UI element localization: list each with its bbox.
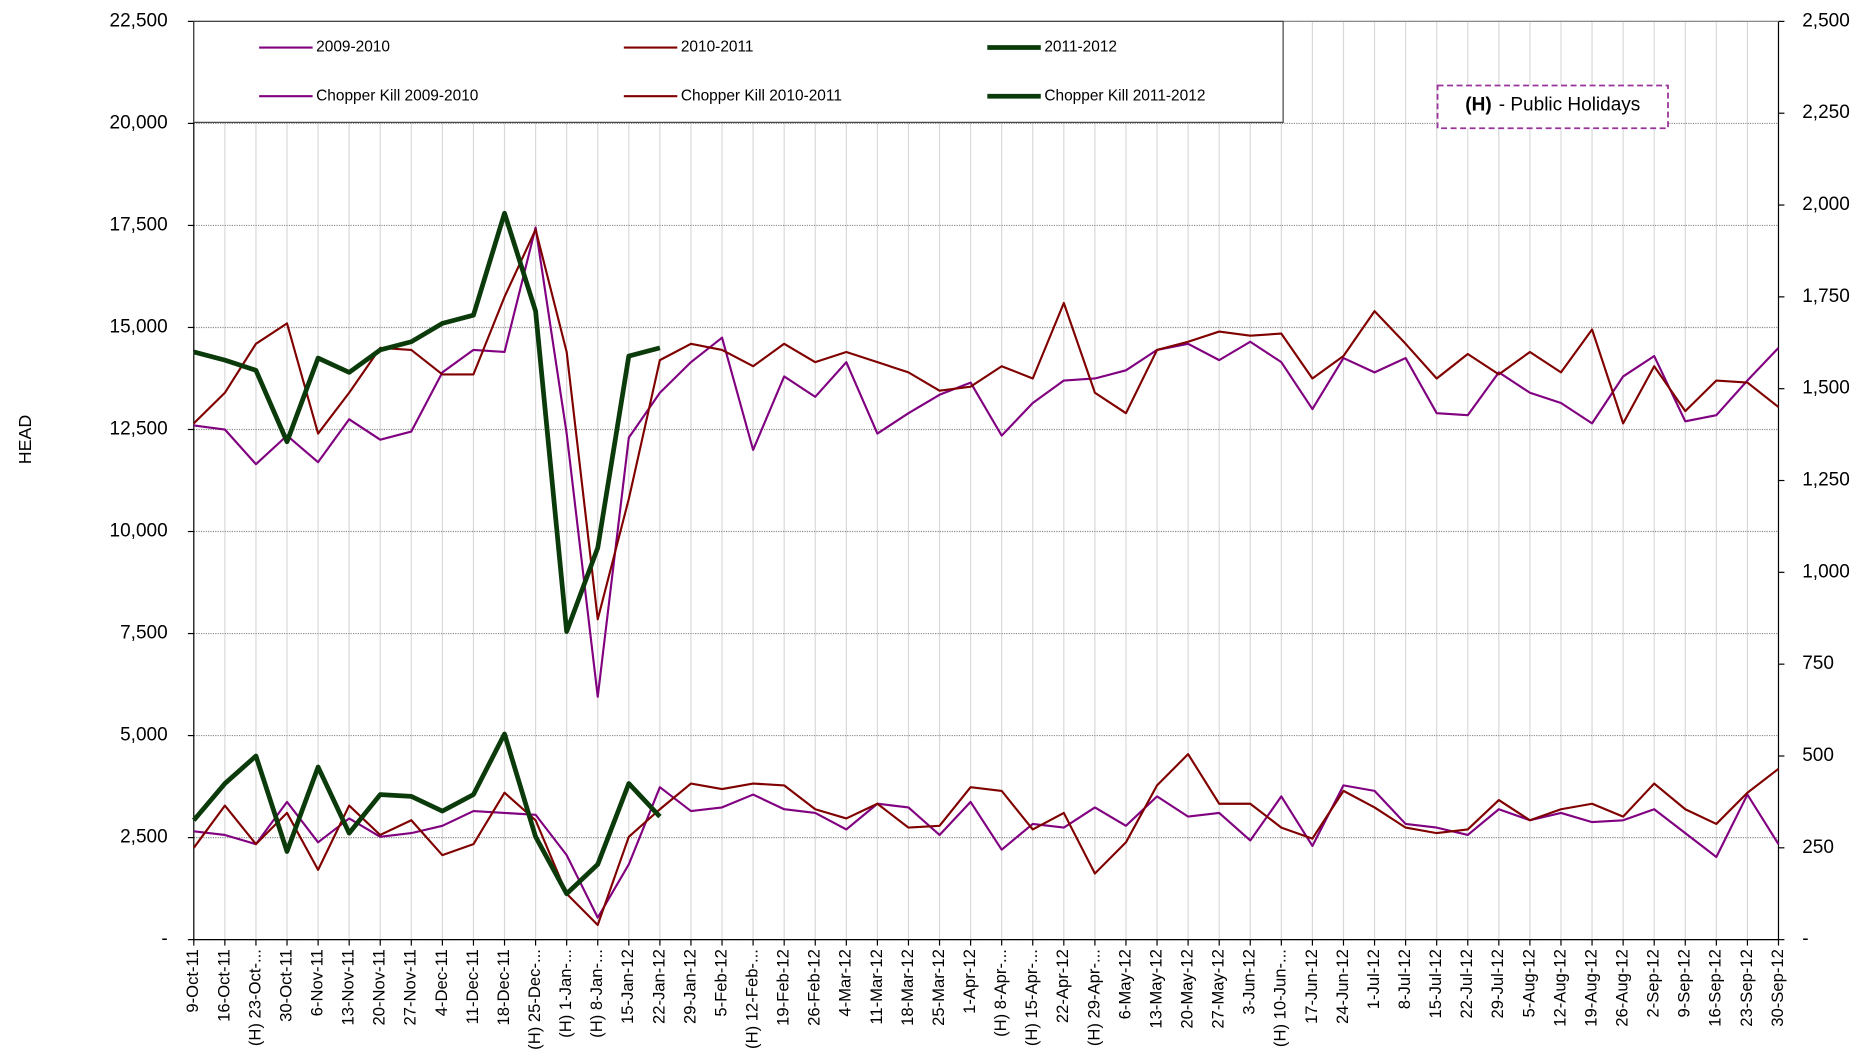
x-tick-label: 26-Aug-12: [1613, 949, 1632, 1027]
legend-label: 2010-2011: [681, 39, 754, 56]
x-tick-label: 27-May-12: [1209, 949, 1228, 1028]
x-tick-label: 9-Sep-12: [1675, 949, 1694, 1017]
x-tick-label: 22-Jan-12: [649, 949, 668, 1024]
x-tick-label: 15-Jul-12: [1426, 949, 1445, 1018]
legend-label: Chopper Kill 2010-2011: [681, 87, 842, 104]
x-tick-label: 22-Jul-12: [1457, 949, 1476, 1018]
x-tick-label: 6-May-12: [1115, 949, 1134, 1019]
x-tick-label: 19-Aug-12: [1581, 949, 1600, 1027]
x-tick-label: 3-Jun-12: [1240, 949, 1259, 1015]
x-tick-label: (H) 12-Feb-...: [742, 949, 761, 1049]
y-axis-label: HEAD: [15, 415, 35, 464]
x-tick-label: 12-Aug-12: [1550, 949, 1569, 1027]
x-tick-label: (H) 29-Apr-...: [1084, 949, 1103, 1046]
y2-tick-label: 2,500: [1802, 10, 1850, 31]
series-line: [192, 753, 1780, 927]
legend-label: 2011-2012: [1044, 39, 1117, 56]
x-tick-label: (H) 25-Dec-...: [525, 949, 544, 1050]
x-tick-label: 27-Nov-11: [401, 949, 420, 1025]
legend-box: [193, 20, 1284, 123]
series-line: [193, 784, 1780, 919]
legend-label: 2009-2010: [316, 39, 390, 56]
y2-tick-label: 250: [1802, 837, 1834, 858]
x-tick-label: 30-Sep-12: [1768, 949, 1787, 1027]
x-tick-label: (H) 8-Apr-...: [991, 949, 1010, 1037]
x-tick-label: (H) 15-Apr-...: [1022, 949, 1041, 1046]
series-line: [193, 228, 1780, 621]
x-tick-label: 13-May-12: [1146, 949, 1165, 1028]
x-tick-label: 5-Aug-12: [1519, 949, 1538, 1017]
y-tick-label: 15,000: [110, 316, 168, 337]
y-tick-label: 2,500: [120, 827, 168, 848]
annotation-text: - Public Holidays: [1499, 95, 1641, 116]
x-tick-label: 22-Apr-12: [1053, 949, 1072, 1023]
x-tick-label: 26-Feb-12: [805, 949, 824, 1026]
series-line: [193, 210, 661, 634]
annotation-key: (H): [1465, 95, 1491, 116]
x-tick-label: 16-Oct-11: [214, 949, 233, 1022]
y2-tick-label: 2,000: [1802, 194, 1850, 215]
y-tick-label: -: [161, 929, 167, 950]
annotation-box: [1436, 84, 1669, 130]
y2-tick-label: 1,750: [1802, 286, 1850, 307]
x-tick-label: 1-Jul-12: [1364, 949, 1383, 1009]
x-tick-label: (H) 8-Jan-...: [587, 949, 606, 1038]
x-tick-label: 2-Sep-12: [1644, 949, 1663, 1017]
y2-tick-label: -: [1802, 929, 1808, 950]
x-tick-label: 13-Nov-11: [339, 949, 358, 1025]
y-tick-label: 7,500: [120, 623, 168, 644]
y-tick-label: 5,000: [120, 725, 168, 746]
series-line: [191, 731, 662, 897]
y2-tick-label: 1,500: [1802, 378, 1850, 399]
legend-label: Chopper Kill 2009-2010: [316, 87, 478, 104]
series-line: [193, 226, 1780, 698]
x-tick-label: 9-Oct-11: [183, 949, 202, 1012]
x-tick-label: 15-Jan-12: [618, 949, 637, 1024]
x-tick-label: 1-Apr-12: [960, 949, 979, 1014]
x-tick-label: 11-Mar-12: [867, 949, 886, 1024]
y2-tick-label: 2,250: [1802, 102, 1850, 123]
x-tick-label: 5-Feb-12: [711, 949, 730, 1016]
x-tick-label: (H) 10-Jun-...: [1271, 949, 1290, 1047]
x-tick-label: 24-Jun-12: [1333, 949, 1352, 1024]
x-tick-label: 20-Nov-11: [370, 949, 389, 1025]
legend-label: Chopper Kill 2011-2012: [1044, 87, 1205, 104]
y2-tick-label: 500: [1802, 745, 1834, 766]
y-tick-label: 17,500: [110, 214, 168, 235]
x-tick-label: 29-Jul-12: [1488, 949, 1507, 1018]
x-tick-label: 19-Feb-12: [774, 949, 793, 1026]
x-tick-label: 17-Jun-12: [1302, 949, 1321, 1024]
x-tick-label: 4-Mar-12: [836, 949, 855, 1016]
x-tick-label: 16-Sep-12: [1706, 949, 1725, 1027]
x-tick-label: 18-Mar-12: [898, 949, 917, 1026]
x-tick-label: 30-Oct-11: [276, 949, 295, 1022]
y2-tick-label: 1,000: [1802, 561, 1850, 582]
x-tick-label: 23-Sep-12: [1737, 949, 1756, 1027]
y-tick-label: 20,000: [110, 112, 168, 133]
x-tick-label: 20-May-12: [1178, 949, 1197, 1028]
y2-tick-label: 1,250: [1802, 470, 1850, 491]
x-tick-label: 29-Jan-12: [680, 949, 699, 1024]
x-tick-label: (H) 1-Jan-...: [556, 949, 575, 1038]
y-tick-label: 10,000: [110, 521, 168, 542]
x-tick-label: 11-Dec-11: [463, 949, 482, 1024]
x-tick-label: 6-Nov-11: [307, 949, 326, 1016]
x-tick-label: 8-Jul-12: [1395, 949, 1414, 1009]
x-tick-label: 4-Dec-11: [432, 949, 451, 1016]
x-tick-label: 25-Mar-12: [929, 949, 948, 1026]
x-tick-label: (H) 23-Oct-...: [245, 949, 264, 1046]
annotation: (H) - Public Holidays: [1465, 95, 1640, 116]
y-tick-label: 12,500: [110, 419, 168, 440]
y2-tick-label: 750: [1802, 653, 1834, 674]
x-tick-label: 18-Dec-11: [494, 949, 513, 1025]
y-tick-label: 22,500: [110, 10, 168, 31]
